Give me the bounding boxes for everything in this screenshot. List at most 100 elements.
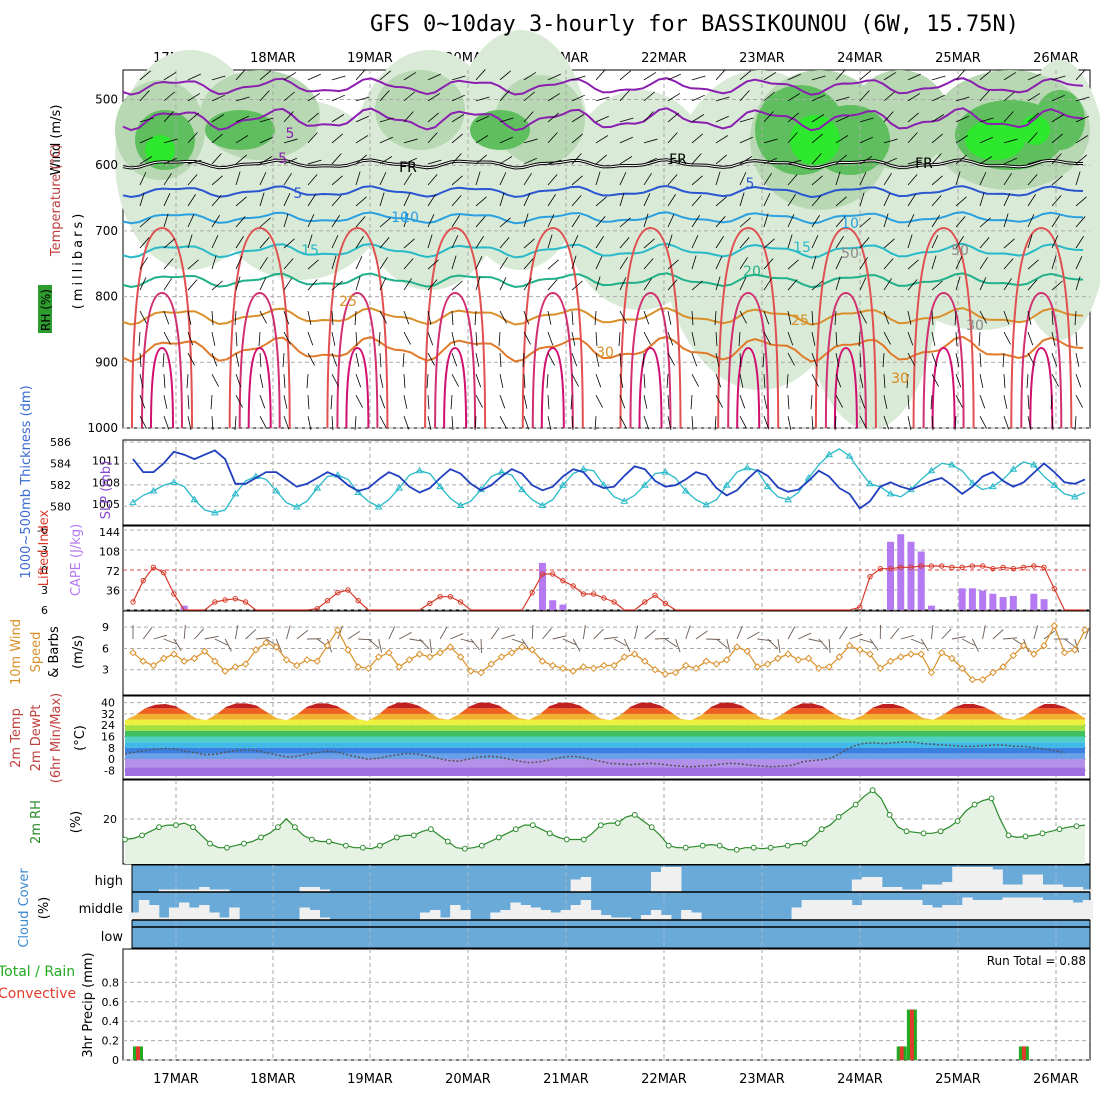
rh2m-marker <box>208 841 213 846</box>
cloud-high-bar <box>651 872 661 892</box>
rh2m-axis-label: 2m RH <box>29 800 44 844</box>
left-tick-label: 3 <box>102 664 109 677</box>
rh2m-marker <box>496 835 501 840</box>
temp-color-band <box>123 737 1090 743</box>
cloud-high-bar <box>1033 875 1043 893</box>
cloud-middle-bar <box>1012 898 1022 921</box>
isotherm-label: 30 <box>891 371 909 387</box>
cloud-middle-bar <box>420 913 430 921</box>
pressure-axis-label: (millibars) <box>71 211 86 310</box>
left-tick-label: 582 <box>50 479 71 492</box>
bottom-day-label: 17MAR <box>153 1072 199 1087</box>
temp-unit-label: (°C) <box>73 725 88 751</box>
rh2m-marker <box>140 833 145 838</box>
cloud-middle-bar <box>199 905 209 920</box>
cape-bar <box>979 591 986 611</box>
bottom-day-label: 23MAR <box>739 1072 785 1087</box>
rh2m-marker <box>225 845 230 850</box>
cloud-middle-bar <box>962 898 972 921</box>
right-tick-label: 36 <box>106 585 120 598</box>
rh2m-marker <box>1006 833 1011 838</box>
rh2m-marker <box>377 843 382 848</box>
rh2m-marker <box>955 819 960 824</box>
cloud-high-bar <box>581 877 591 892</box>
rh-axis-label: RH (%) <box>39 289 53 331</box>
cloud-middle-bar <box>892 900 902 920</box>
cloud-high-bar <box>661 867 671 892</box>
rh2m-marker <box>1057 827 1062 832</box>
cloud-middle-bar <box>1073 903 1083 921</box>
precip-panel-frame <box>123 949 1090 1060</box>
rh2m-marker <box>666 843 671 848</box>
top-day-label: 23MAR <box>739 51 785 66</box>
cloud-level-label: middle <box>79 902 123 917</box>
wind10-barbs-label: & Barbs <box>47 626 62 678</box>
rh2m-marker <box>445 839 450 844</box>
rh2m-marker <box>276 825 281 830</box>
cape-bar <box>989 594 996 610</box>
isotherm-label: -5 <box>273 151 287 167</box>
left-tick-label: 580 <box>50 500 71 513</box>
left-tick-label: 6 <box>102 642 109 655</box>
precip-total-label: Total / Rain <box>0 964 75 980</box>
precip-convective-bar <box>900 1046 904 1060</box>
cloud-middle-bar <box>792 908 802 921</box>
dewpt2m-label: 2m DewPt <box>29 705 44 772</box>
isotherm-label: 10 <box>841 216 859 232</box>
rh2m-marker <box>310 837 315 842</box>
rh2m-marker <box>530 823 535 828</box>
pressure-tick-label: 600 <box>95 158 118 172</box>
isotherm-label: 25 <box>339 294 357 310</box>
isotherm-label: 50 <box>951 243 969 259</box>
cloud-level-label: high <box>95 874 123 889</box>
cloud-middle-bar <box>1063 900 1073 920</box>
pressure-tick-label: 900 <box>95 355 118 369</box>
left-tick-label: 0.2 <box>102 1035 120 1048</box>
rh2m-marker <box>751 845 756 850</box>
bottom-day-label: 20MAR <box>445 1072 491 1087</box>
rh2m-marker <box>479 843 484 848</box>
isotherm-label: 5 <box>746 176 755 192</box>
isotherm-label: 25 <box>791 313 809 329</box>
slp-axis-label: SLP (mb) <box>99 461 114 520</box>
isotherm-label: 30 <box>596 345 614 361</box>
cape-bar <box>539 563 546 610</box>
cape-bar <box>1000 597 1007 610</box>
cloud-high-bar <box>1002 885 1012 893</box>
cloud-middle-bar <box>1002 898 1012 921</box>
rh2m-marker <box>819 827 824 832</box>
cloud-middle-bar <box>551 913 561 921</box>
cloud-middle-bar <box>681 910 691 920</box>
rh2m-marker <box>259 835 264 840</box>
right-tick-label: 72 <box>106 565 120 578</box>
cloud-unit-label: (%) <box>37 897 52 920</box>
rh2m-marker <box>1074 824 1079 829</box>
cloud-middle-bar <box>862 900 872 920</box>
cloud-middle-bar <box>129 913 139 921</box>
isotherm-label: 20 <box>743 264 761 280</box>
rh2m-marker <box>564 837 569 842</box>
cloud-high-bar <box>671 867 681 892</box>
rh2m-marker <box>870 788 875 793</box>
cape-bar <box>918 552 925 611</box>
rh2m-marker <box>887 812 892 817</box>
cloud-middle-bar <box>149 905 159 920</box>
rh2m-marker <box>700 843 705 848</box>
left-tick-label: 0.6 <box>102 996 120 1009</box>
wind10-unit-label: (m/s) <box>71 635 86 669</box>
cloud-middle-bar <box>1033 898 1043 921</box>
isotherm-label: 10 <box>401 210 419 226</box>
rh2m-panel: 20 <box>103 780 1090 864</box>
bottom-day-label: 18MAR <box>250 1072 296 1087</box>
precip-convective-bar <box>136 1046 140 1060</box>
isotherm-label: 5 <box>294 186 303 202</box>
cloud-middle-bar <box>490 913 500 921</box>
cape-bar <box>887 542 894 610</box>
cloud-high-bar <box>972 867 982 892</box>
rh2m-marker <box>734 847 739 852</box>
rh2m-marker <box>191 825 196 830</box>
cloud-middle-bar <box>189 908 199 921</box>
